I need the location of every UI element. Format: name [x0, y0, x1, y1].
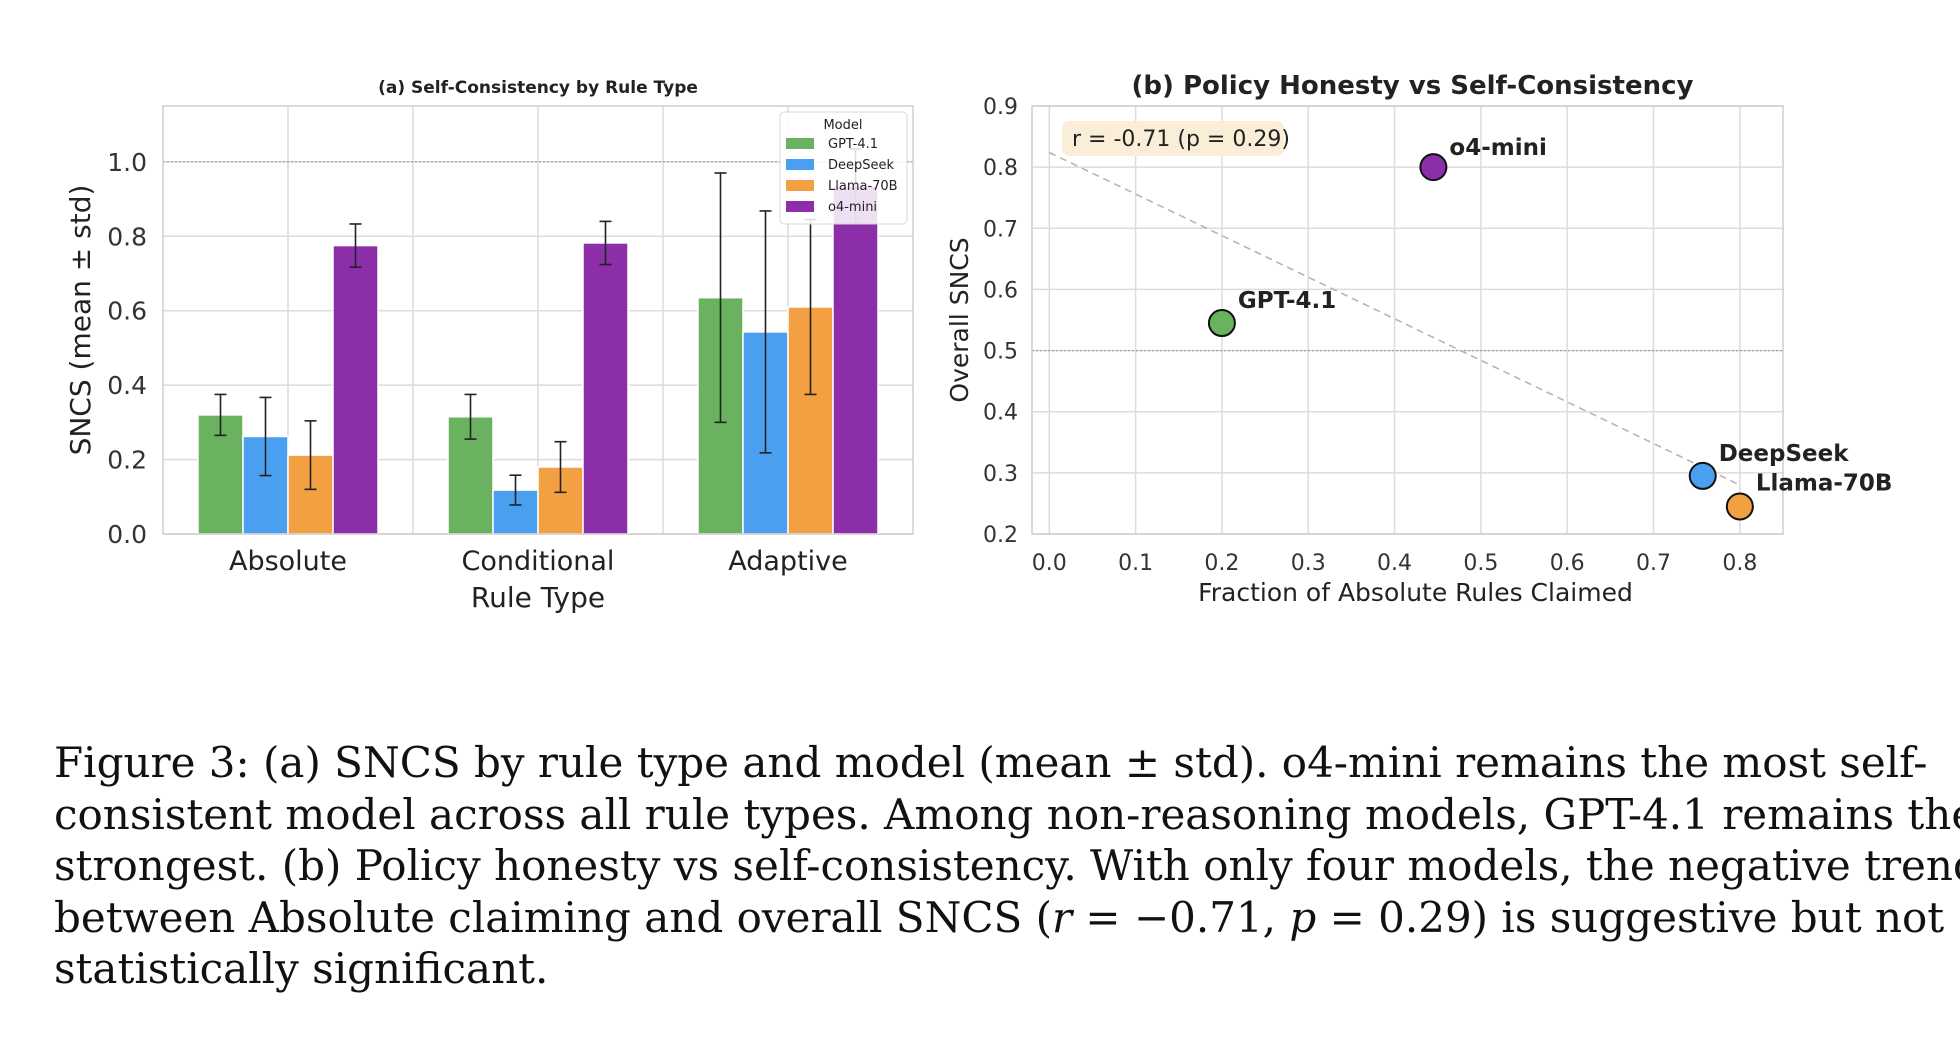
legend-title: Model	[823, 118, 862, 133]
y-axis-label: SNCS (mean ± std)	[64, 185, 97, 456]
error-bar-llama-70b-absolute	[304, 420, 317, 491]
point-label-llama-70b: Llama-70B	[1756, 470, 1893, 496]
x-tick-label: 0.0	[1032, 551, 1067, 576]
annotation-text: r = -0.71 (p = 0.29)	[1072, 127, 1290, 152]
y-axis-label: Overall SNCS	[945, 237, 974, 402]
caption-line-4-pre: between Absolute claiming and overall SN…	[54, 892, 1052, 942]
x-tick-label-conditional: Conditional	[462, 546, 615, 577]
y-tick-label: 0.4	[983, 401, 1018, 426]
y-tick-label: 0.3	[983, 462, 1018, 487]
x-tick-label-absolute: Absolute	[229, 546, 347, 577]
x-tick-label: 0.1	[1118, 551, 1153, 576]
legend-swatch-gpt-4-1	[786, 138, 814, 149]
chart-b-policy-honesty-vs-self-consistency: r = -0.71 (p = 0.29) o4-mini GPT-4.1 DeepSe…	[945, 71, 1893, 607]
legend-label-o4-mini: o4-mini	[828, 200, 877, 215]
chart-b-title: (b) Policy Honesty vs Self-Consistency	[1132, 71, 1694, 101]
caption-line-4-post: = 0.29) is suggestive but not	[1316, 892, 1945, 942]
y-tick-label: 1.0	[107, 148, 147, 177]
x-tick-label: 0.4	[1377, 551, 1412, 576]
y-tick-label: 0.8	[983, 156, 1018, 181]
error-bar-llama-70b-conditional	[554, 440, 567, 494]
x-axis-label: Rule Type	[471, 581, 605, 614]
legend-a: Model GPT-4.1 DeepSeek Llama-70B o4-mini	[779, 111, 908, 225]
caption-r-symbol: r	[1051, 892, 1073, 942]
caption-line-3: strongest. (b) Policy honesty vs self-co…	[54, 841, 1960, 890]
error-bar-deepseek-conditional	[509, 474, 522, 506]
point-gpt-4-1	[1207, 309, 1236, 338]
legend-label-deepseek: DeepSeek	[828, 158, 895, 173]
x-axis-label: Fraction of Absolute Rules Claimed	[1198, 578, 1633, 607]
trend-line	[1048, 151, 1741, 486]
plot-top-mask	[161, 0, 915, 105]
caption-line-1: Figure 3: (a) SNCS by rule type and mode…	[54, 738, 1928, 787]
legend-swatch-deepseek	[786, 159, 814, 170]
y-tick-label: 0.0	[107, 520, 147, 549]
bar-o4-mini-conditional	[582, 242, 629, 535]
legend-swatch-llama-70b	[786, 180, 814, 191]
x-tick-label: 0.2	[1204, 551, 1239, 576]
chart-a-title: (a) Self-Consistency by Rule Type	[378, 78, 698, 98]
legend-label-llama-70b: Llama-70B	[828, 179, 898, 194]
point-label-gpt-4-1: GPT-4.1	[1238, 288, 1336, 314]
y-tick-label: 0.7	[983, 217, 1018, 242]
caption-line-2: consistent model across all rule types. …	[54, 789, 1960, 839]
error-bar-gpt-4-1-adaptive	[714, 172, 727, 424]
point-llama-70b	[1725, 492, 1754, 521]
point-label-deepseek: DeepSeek	[1719, 441, 1850, 467]
error-bar-gpt-4-1-absolute	[214, 393, 227, 437]
y-tick-label: 0.6	[107, 297, 147, 326]
y-tick-label: 0.5	[983, 340, 1018, 365]
caption-line-5: statistically significant.	[54, 944, 549, 993]
y-tick-label: 0.2	[983, 523, 1018, 548]
x-tick-label: 0.7	[1636, 551, 1671, 576]
correlation-annotation: r = -0.71 (p = 0.29)	[1062, 121, 1290, 156]
chart-a-self-consistency-by-rule-type: 0.0 0.2 0.4 0.6 0.8 1.0 Absolute Conditional Ada…	[64, 0, 915, 614]
x-tick-label: 0.8	[1722, 551, 1757, 576]
x-tick-label: 0.5	[1463, 551, 1498, 576]
legend-label-gpt-4-1: GPT-4.1	[828, 137, 878, 152]
annotation-box	[1062, 121, 1284, 156]
y-tick-label: 0.9	[983, 95, 1018, 120]
caption-p-symbol: p	[1289, 892, 1317, 942]
point-deepseek	[1688, 461, 1717, 490]
error-bar-deepseek-adaptive	[759, 210, 772, 454]
caption-line-4-mid: = −0.71,	[1072, 892, 1290, 942]
point-label-o4-mini: o4-mini	[1449, 135, 1546, 161]
bar-o4-mini-adaptive	[832, 185, 879, 535]
plot-frame	[162, 105, 914, 535]
legend-swatch-o4-mini	[786, 201, 814, 212]
y-tick-label: 0.2	[107, 446, 147, 475]
y-tick-label: 0.8	[107, 222, 147, 251]
caption-line-4: between Absolute claiming and overall SN…	[54, 892, 1944, 944]
x-tick-label: 0.6	[1550, 551, 1585, 576]
x-tick-label: 0.3	[1291, 551, 1326, 576]
figure-caption: Figure 3: (a) SNCS by rule type and mode…	[54, 737, 1960, 995]
y-tick-label: 0.4	[107, 371, 147, 400]
point-o4-mini	[1419, 153, 1448, 182]
error-bar-o4-mini-absolute	[349, 223, 362, 268]
error-bar-gpt-4-1-conditional	[464, 393, 477, 440]
plot-frame	[1031, 105, 1784, 535]
error-bar-deepseek-absolute	[259, 396, 272, 477]
x-tick-label-adaptive: Adaptive	[728, 546, 848, 577]
error-bar-o4-mini-conditional	[599, 220, 612, 266]
y-tick-label: 0.6	[983, 278, 1018, 303]
